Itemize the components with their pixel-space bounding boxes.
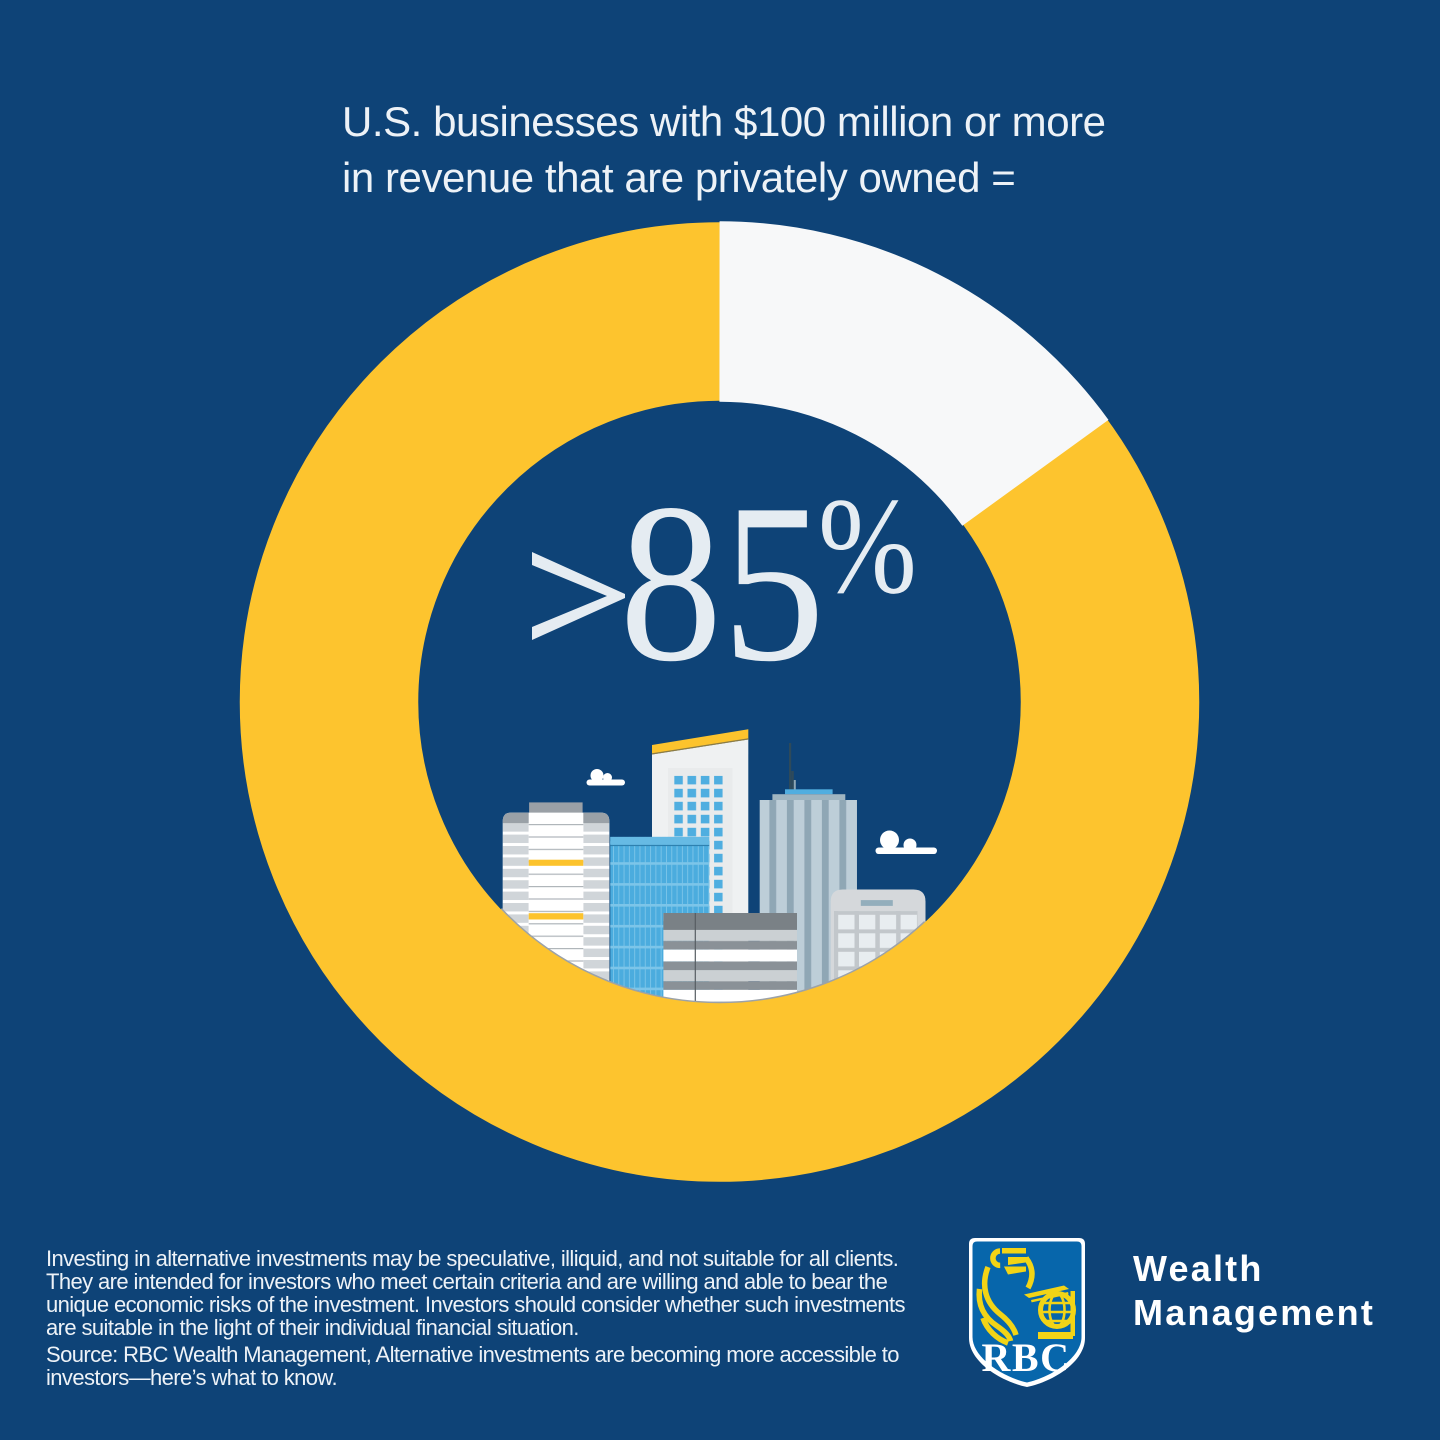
svg-text:85: 85 bbox=[620, 457, 825, 709]
svg-text:%: % bbox=[818, 469, 917, 622]
svg-text:RBC: RBC bbox=[982, 1335, 1071, 1380]
